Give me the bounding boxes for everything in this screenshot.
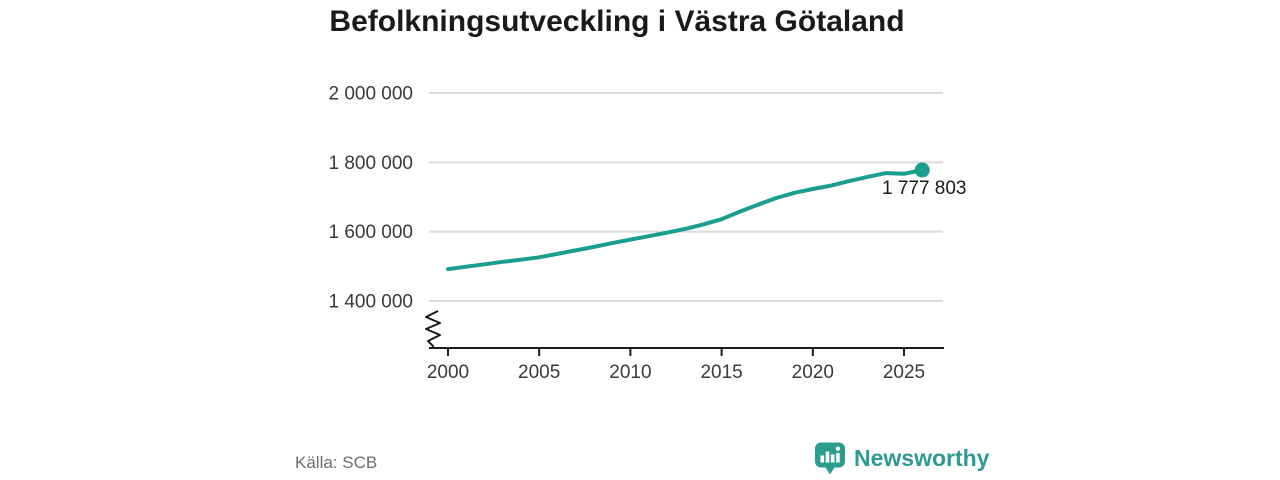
newsworthy-chart-bubble-icon bbox=[815, 442, 845, 475]
y-tick-label: 1 800 000 bbox=[328, 153, 413, 174]
series-endpoint-marker bbox=[914, 162, 930, 178]
x-tick-label: 2010 bbox=[609, 362, 651, 383]
x-tick-label: 2015 bbox=[700, 362, 742, 383]
endpoint-value-label: 1 777 803 bbox=[882, 178, 967, 199]
newsworthy-logo: Newsworthy bbox=[814, 441, 989, 476]
chart-title: Befolkningsutveckling i Västra Götaland bbox=[329, 5, 905, 38]
x-tick-label: 2020 bbox=[792, 362, 834, 383]
y-tick-label: 1 600 000 bbox=[328, 222, 413, 243]
x-tick-label: 2000 bbox=[427, 362, 469, 383]
y-axis-break-icon bbox=[425, 310, 441, 348]
x-tick-label: 2005 bbox=[518, 362, 560, 383]
x-tick-label: 2025 bbox=[883, 362, 925, 383]
population-series-line bbox=[446, 168, 925, 272]
y-tick-label: 2 000 000 bbox=[328, 84, 413, 105]
source-note: Källa: SCB bbox=[295, 453, 378, 472]
newsworthy-wordmark: Newsworthy bbox=[854, 445, 990, 471]
y-tick-label: 1 400 000 bbox=[328, 292, 413, 313]
